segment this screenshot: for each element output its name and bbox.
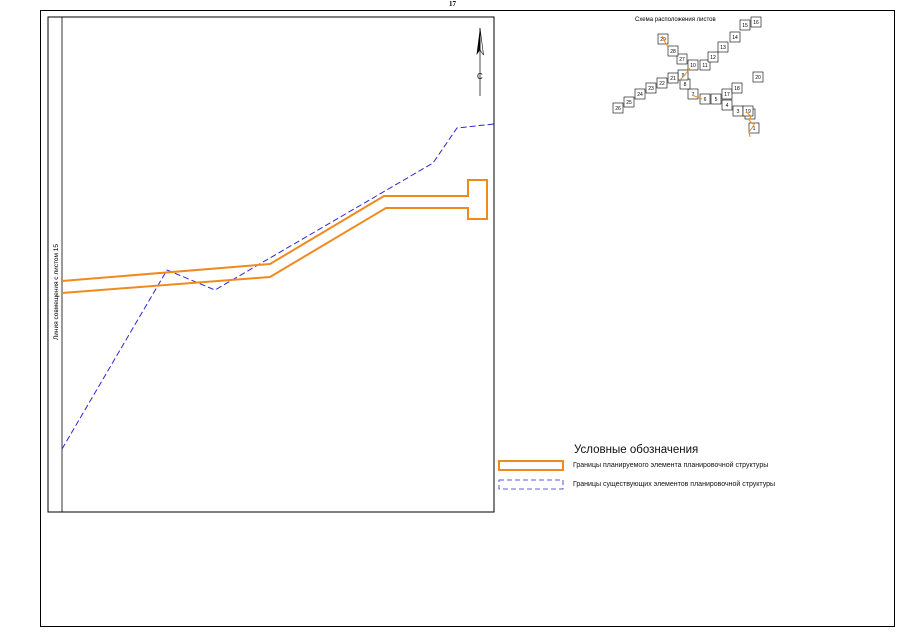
legend-planned-symbol (498, 460, 564, 471)
key-map-cell-label: 25 (626, 100, 632, 106)
key-map-cell (676, 53, 688, 65)
key-map-cell (748, 122, 760, 134)
key-map-cell-label: 5 (715, 97, 718, 103)
key-map-cell (699, 59, 711, 71)
key-map-cell-label: 18 (734, 86, 740, 92)
key-map-cell-label: 12 (710, 55, 716, 61)
legend-title: Условные обозначения (574, 444, 699, 456)
key-map-cell-label: 10 (690, 63, 696, 69)
key-map-cell-label: 9 (682, 73, 685, 79)
key-map-cell-label: 11 (702, 63, 707, 69)
page-number: 17 (449, 0, 456, 8)
key-map-cell-label: 27 (679, 57, 685, 63)
key-map-cell (623, 96, 635, 108)
key-map-cell (721, 88, 733, 100)
existing-boundary-line (61, 123, 495, 450)
key-map-cell (721, 99, 733, 111)
key-map-cell-label: 17 (724, 92, 730, 98)
key-map-cell (667, 72, 679, 84)
key-map-cell (739, 19, 751, 31)
key-map-cell-label: 1 (753, 126, 756, 132)
north-arrow-icon: С (476, 27, 484, 96)
key-map-cell-label: 14 (732, 35, 738, 41)
key-map-cell (656, 77, 668, 89)
key-map-cell (750, 16, 762, 28)
legend-existing-symbol (498, 479, 564, 490)
legend-item-existing: Границы существующих элементов планирово… (573, 481, 776, 488)
sheet-key-map: Схема расположения листов 12345678910111… (612, 16, 764, 138)
key-map-cell-label: 28 (670, 49, 676, 55)
key-map-cell (687, 88, 699, 100)
key-map-cell (717, 41, 729, 53)
map-viewport-frame (47, 16, 495, 513)
key-map-cell (612, 102, 624, 114)
key-map-cell (731, 82, 743, 94)
north-letter: С (477, 72, 483, 81)
key-map-cell (729, 31, 741, 43)
key-map-cell-label: 22 (659, 81, 665, 87)
key-map-cell-label: 15 (742, 23, 748, 29)
legend-item-planned: Границы планируемого элемента планировоч… (573, 462, 769, 469)
key-map-cell-label: 8 (684, 82, 687, 88)
key-map-cell-label: 21 (670, 76, 676, 82)
key-map-cell (699, 93, 711, 105)
key-map-cell-label: 13 (720, 45, 726, 51)
key-map-cell (707, 51, 719, 63)
key-map-cell-label: 4 (726, 103, 729, 109)
key-map-cell (742, 105, 754, 117)
match-line-label: Линия совмещения с листом 15 (53, 244, 60, 340)
planned-boundary (61, 179, 488, 294)
key-map-cell-label: 6 (704, 97, 707, 103)
key-map-cell (645, 82, 657, 94)
key-map-cell (710, 93, 722, 105)
key-map-cell-label: 20 (755, 75, 761, 81)
key-map-title: Схема расположения листов (635, 17, 716, 23)
key-map-cell-label: 26 (615, 106, 621, 112)
key-map-cell-label: 29 (660, 37, 666, 43)
key-map-cell-label: 24 (637, 92, 643, 98)
key-map-cell-label: 3 (737, 109, 740, 115)
key-map-cell (667, 45, 679, 57)
key-map-cell-label: 23 (648, 86, 654, 92)
key-map-cell-label: 16 (753, 20, 759, 26)
key-map-cell (634, 88, 646, 100)
drawing-sheet-frame (40, 10, 895, 627)
key-map-cell (752, 71, 764, 83)
key-map-cell-label: 19 (745, 109, 751, 115)
key-map-cell (687, 59, 699, 71)
